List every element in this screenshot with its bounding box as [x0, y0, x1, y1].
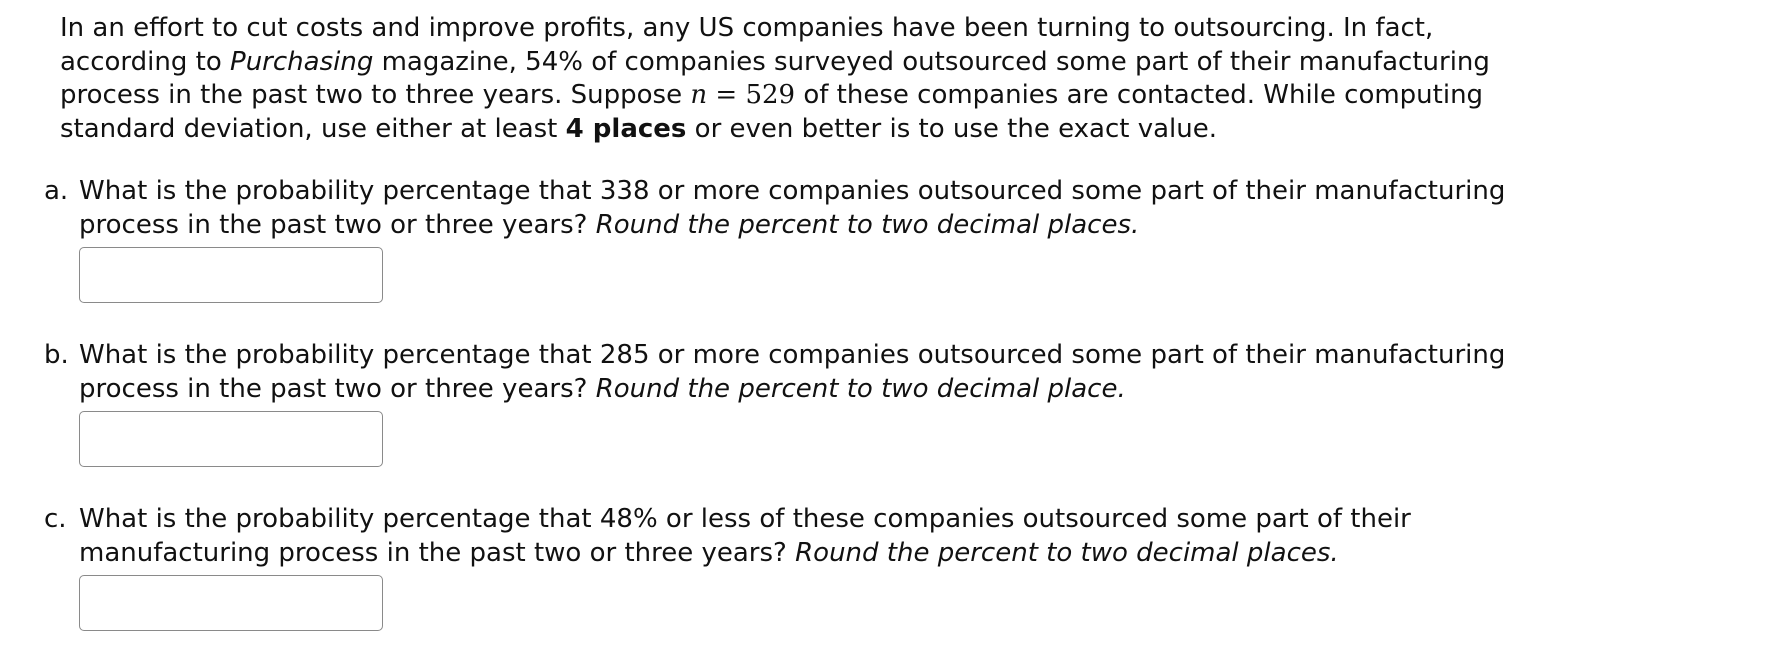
question-marker: a.: [44, 176, 69, 206]
answer-input-c[interactable]: [79, 575, 383, 631]
answer-input-a[interactable]: [79, 247, 383, 303]
problem-page: In an effort to cut costs and improve pr…: [60, 12, 1760, 146]
intro-text-part4: or even better is to use the exact value…: [686, 113, 1217, 144]
question-instruction: Round the percent to two decimal places.: [795, 537, 1339, 568]
question-b: b. What is the probability percentage th…: [44, 339, 1519, 503]
math-n-value: 529: [745, 80, 796, 110]
question-prompt: What is the probability percentage that …: [79, 340, 1506, 404]
math-equals: =: [707, 80, 746, 110]
problem-intro: In an effort to cut costs and improve pr…: [60, 12, 1490, 146]
question-text: What is the probability percentage that …: [79, 339, 1519, 406]
question-marker: b.: [44, 340, 69, 370]
question-list: a. What is the probability percentage th…: [44, 175, 1519, 667]
math-variable-n: n: [690, 80, 708, 110]
question-prompt: What is the probability percentage that …: [79, 504, 1411, 568]
intro-text-part2: magazine, 54% of companies surveyed outs…: [60, 46, 1490, 111]
question-a: a. What is the probability percentage th…: [44, 175, 1519, 339]
question-c: c. What is the probability percentage th…: [44, 503, 1519, 667]
intro-text-part3: of these companies are contacted. While …: [60, 80, 1484, 144]
question-instruction: Round the percent to two decimal place.: [595, 373, 1126, 404]
question-text: What is the probability percentage that …: [79, 503, 1519, 570]
question-text: What is the probability percentage that …: [79, 175, 1519, 242]
answer-input-b[interactable]: [79, 411, 383, 467]
question-instruction: Round the percent to two decimal places.: [595, 209, 1140, 240]
question-prompt: What is the probability percentage that …: [79, 176, 1506, 240]
intro-bold-places: 4 places: [565, 113, 687, 144]
magazine-name: Purchasing: [230, 46, 374, 77]
question-marker: c.: [44, 504, 67, 534]
intro-text-part1: In an effort to cut costs and improve pr…: [60, 13, 1434, 77]
